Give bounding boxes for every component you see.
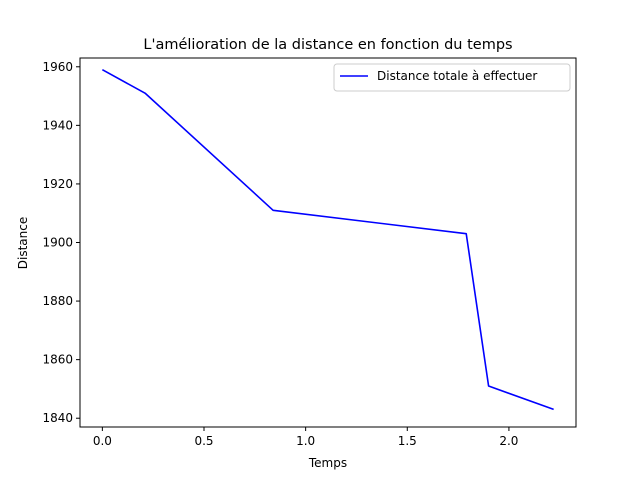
- chart-title: L'amélioration de la distance en fonctio…: [143, 37, 512, 53]
- y-tick-label: 1960: [42, 60, 73, 74]
- y-axis-ticks: 1840 1860 1880 1900 1920 1940 1960: [42, 60, 80, 425]
- y-axis-label: Distance: [16, 217, 30, 269]
- y-tick-label: 1840: [42, 411, 73, 425]
- x-tick-label: 0.0: [93, 434, 112, 448]
- y-tick-label: 1920: [42, 177, 73, 191]
- legend: Distance totale à effectuer: [333, 63, 571, 92]
- x-tick-label: 0.5: [194, 434, 213, 448]
- y-tick-label: 1860: [42, 353, 73, 367]
- y-tick-label: 1940: [42, 118, 73, 132]
- plot-area: [101, 69, 554, 411]
- x-tick-label: 1.0: [296, 434, 315, 448]
- y-tick-label: 1880: [42, 294, 73, 308]
- x-axis-ticks: 0.0 0.5 1.0 1.5 2.0: [93, 427, 518, 448]
- series-line: [101, 69, 554, 411]
- x-axis-label: Temps: [308, 456, 347, 470]
- x-tick-label: 2.0: [499, 434, 518, 448]
- legend-box: [333, 63, 571, 92]
- axes-frame: [79, 57, 577, 428]
- legend-label: Distance totale à effectuer: [377, 69, 537, 83]
- y-tick-label: 1900: [42, 236, 73, 250]
- x-tick-label: 1.5: [398, 434, 417, 448]
